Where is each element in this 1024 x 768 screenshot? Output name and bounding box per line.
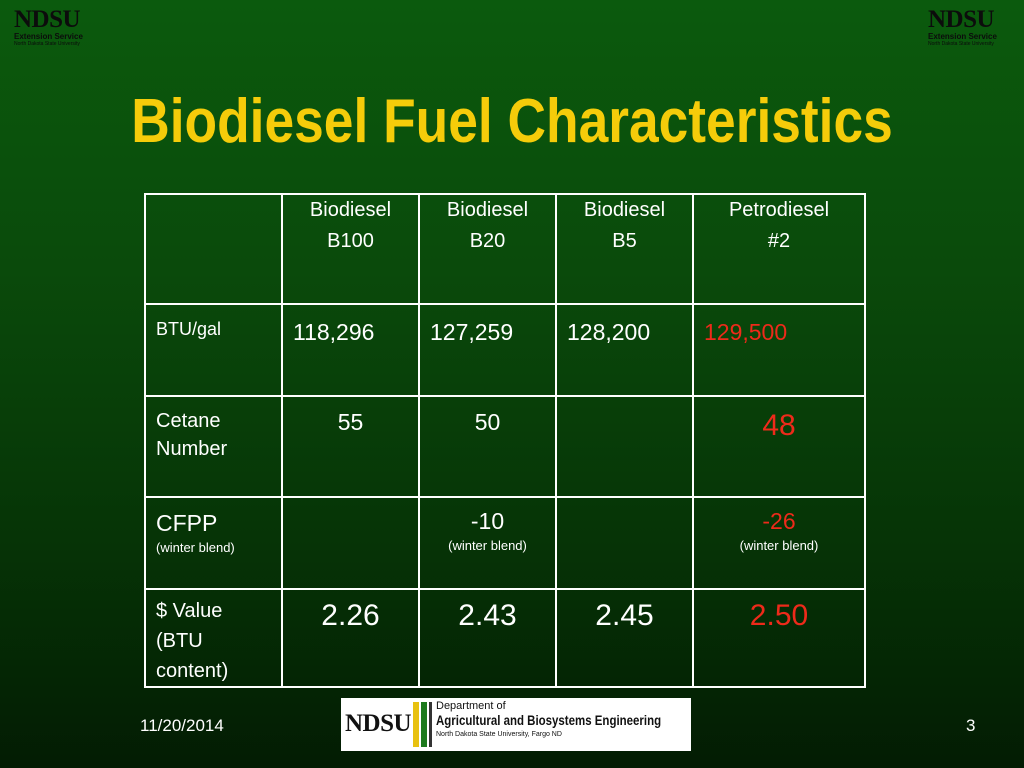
row-label-cell: CFPP (winter blend)	[144, 495, 283, 590]
header-b100: Biodiesel B100	[281, 192, 420, 306]
cetane-b20: 50	[474, 409, 501, 436]
table-cell: 55	[281, 395, 420, 498]
row-label-cell: $ Value (BTU content)	[144, 587, 283, 689]
table-cell: 118,296	[281, 303, 420, 398]
header-b5: Biodiesel B5	[555, 192, 694, 306]
table-cell: 2.50	[692, 587, 866, 689]
logo-name: NDSU	[14, 6, 81, 33]
row-label-line: content)	[156, 659, 229, 682]
table-cell: 2.26	[281, 587, 420, 689]
table-cell: 127,259	[418, 303, 557, 398]
ndsu-extension-logo-right: NDSU Extension Service North Dakota Stat…	[928, 6, 1010, 47]
row-label-cell: Cetane Number	[144, 395, 283, 498]
header-line: B5	[612, 230, 637, 252]
logo-stripe	[413, 702, 419, 747]
header-line: Biodiesel	[583, 199, 666, 221]
table-row-btu: BTU/gal 118,296 127,259 128,200 129,500	[144, 303, 866, 398]
cfpp-note: (winter blend)	[448, 537, 527, 553]
row-label-line: Cetane	[156, 410, 221, 433]
row-label-line: CFPP	[156, 509, 218, 536]
table-cell	[555, 495, 694, 590]
header-petrodiesel: Petrodiesel #2	[692, 192, 866, 306]
row-label: $ Value (BTU content)	[146, 590, 281, 686]
footer-date: 11/20/2014	[140, 716, 224, 735]
btu-b5: 128,200	[567, 319, 651, 346]
value-b100: 2.26	[321, 598, 380, 632]
table-cell: 129,500	[692, 303, 866, 398]
table-cell: 2.45	[555, 587, 694, 689]
logo-stripe	[421, 702, 427, 747]
row-label-line: (BTU	[156, 629, 203, 652]
department-logo: NDSU Department of Agricultural and Bios…	[341, 698, 691, 751]
row-label-line: Number	[156, 438, 228, 461]
header-line: #2	[767, 230, 791, 252]
cetane-b100: 55	[337, 409, 364, 436]
dept-logo-line2: Agricultural and Biosystems Engineering	[436, 713, 662, 728]
dept-logo-name: NDSU	[345, 710, 412, 737]
logo-line2: North Dakota State University	[928, 41, 994, 47]
table-header-row: Biodiesel B100 Biodiesel B20 Biodiesel B…	[144, 192, 866, 306]
row-label-line: $ Value	[156, 599, 223, 622]
header-empty-cell	[144, 192, 283, 306]
table-row-value: $ Value (BTU content) 2.26 2.43 2.45 2.5…	[144, 587, 866, 689]
cfpp-note: (winter blend)	[739, 537, 819, 553]
slide-title: Biodiesel Fuel Characteristics	[131, 87, 893, 156]
header-line: B100	[327, 230, 374, 252]
table-cell	[281, 495, 420, 590]
table-cell: 128,200	[555, 303, 694, 398]
dept-logo-line1: Department of	[436, 700, 506, 712]
row-label: CFPP (winter blend)	[146, 498, 281, 558]
cetane-b5	[557, 397, 692, 407]
cfpp-b20: -10	[470, 507, 505, 534]
logo-line1: Extension Service	[928, 32, 997, 41]
row-label: BTU/gal	[156, 319, 222, 340]
table-cell: 50	[418, 395, 557, 498]
table-row-cfpp: CFPP (winter blend) -10 (winter blend) -…	[144, 495, 866, 590]
btu-b100: 118,296	[293, 319, 375, 346]
table-cell: -26 (winter blend)	[692, 495, 866, 590]
value-petrodiesel: 2.50	[749, 598, 809, 632]
row-label-note: (winter blend)	[156, 539, 235, 555]
row-label-cell: BTU/gal	[144, 303, 283, 398]
header-line: B20	[469, 230, 506, 252]
cfpp-b100	[283, 498, 418, 506]
btu-b20: 127,259	[430, 319, 514, 346]
table-row-cetane: Cetane Number 55 50 48	[144, 395, 866, 498]
slide-number: 3	[966, 716, 976, 735]
cfpp-petrodiesel: -26	[762, 507, 796, 534]
ndsu-extension-logo-left: NDSU Extension Service North Dakota Stat…	[14, 6, 96, 47]
header-line: Petrodiesel	[728, 199, 830, 221]
table-cell: -10 (winter blend)	[418, 495, 557, 590]
header-line: Biodiesel	[309, 199, 392, 221]
dept-logo-line3: North Dakota State University, Fargo ND	[436, 731, 562, 738]
header-b20: Biodiesel B20	[418, 192, 557, 306]
fuel-characteristics-table: Biodiesel B100 Biodiesel B20 Biodiesel B…	[144, 192, 866, 689]
value-b20: 2.43	[458, 598, 517, 632]
btu-petrodiesel: 129,500	[704, 319, 788, 346]
table-cell	[555, 395, 694, 498]
header-line: Biodiesel	[446, 199, 529, 221]
row-label: Cetane Number	[146, 397, 281, 463]
table-cell: 48	[692, 395, 866, 498]
logo-line1: Extension Service	[14, 32, 83, 41]
logo-name: NDSU	[928, 6, 995, 33]
logo-stripe	[429, 702, 432, 747]
cfpp-b5	[557, 498, 692, 506]
cetane-petrodiesel: 48	[762, 409, 796, 443]
value-b5: 2.45	[595, 598, 654, 632]
logo-line2: North Dakota State University	[14, 41, 80, 47]
table-cell: 2.43	[418, 587, 557, 689]
